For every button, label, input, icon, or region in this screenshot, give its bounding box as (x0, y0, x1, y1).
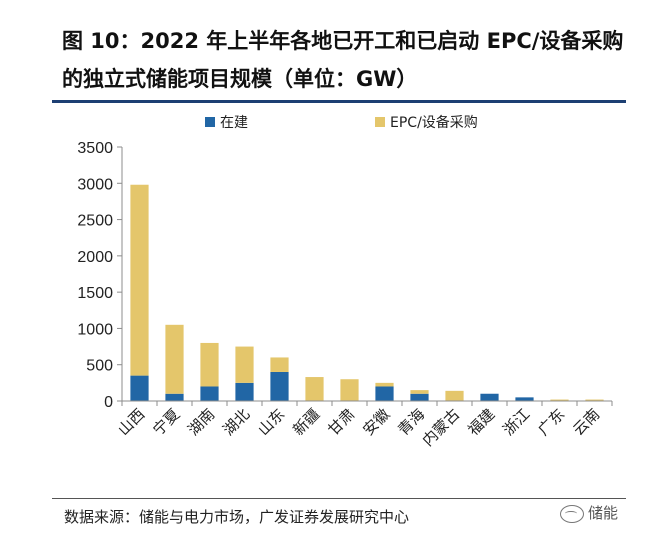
stacked-bar-chart: 在建 EPC/设备采购 0500100015002000250030003500 … (77, 114, 613, 450)
x-tick-label: 湖北 (219, 405, 253, 439)
legend-swatch-0 (205, 117, 215, 127)
wechat-icon (560, 504, 584, 523)
legend: 在建 EPC/设备采购 (205, 114, 478, 131)
bar-under-construction-2 (200, 386, 219, 401)
y-tick-label: 3000 (77, 176, 113, 193)
source-note: 数据来源：储能与电力市场，广发证券发展研究中心 (64, 508, 410, 526)
bar-under-construction-7 (375, 386, 394, 401)
legend-swatch-1 (375, 117, 385, 127)
bar-epc-0 (130, 184, 149, 376)
bar-under-construction-0 (130, 375, 149, 401)
y-tick-label: 1500 (77, 285, 113, 302)
legend-label-1: EPC/设备采购 (390, 114, 478, 131)
bar-under-construction-11 (515, 397, 534, 401)
x-tick-label: 宁夏 (149, 405, 183, 439)
bar-epc-13 (585, 399, 604, 401)
x-tick-label: 山西 (114, 405, 148, 439)
x-tick-label: 浙江 (499, 405, 533, 439)
x-tick-label: 广东 (534, 405, 568, 439)
y-tick-label: 3500 (77, 140, 113, 157)
bar-epc-2 (200, 342, 219, 387)
x-tick-label: 湖南 (184, 405, 218, 439)
bar-under-construction-4 (270, 371, 289, 401)
bar-under-construction-8 (410, 393, 429, 401)
bar-epc-4 (270, 357, 289, 372)
x-tick-label: 内蒙古 (419, 405, 464, 450)
x-tick-label: 安徽 (359, 405, 393, 439)
y-tick-label: 2000 (77, 249, 113, 266)
y-tick-label: 2500 (77, 213, 113, 230)
x-tick-label: 福建 (464, 405, 498, 439)
y-tick-label: 1000 (77, 321, 113, 338)
bar-epc-9 (445, 390, 464, 401)
bar-epc-8 (410, 390, 429, 394)
bars (130, 184, 604, 401)
bar-under-construction-3 (235, 382, 254, 401)
x-tick-label: 甘肃 (324, 405, 358, 439)
legend-label-0: 在建 (220, 115, 248, 131)
watermark-label: 储能 (588, 504, 619, 522)
bar-under-construction-1 (165, 393, 184, 401)
x-tick-label: 山东 (254, 405, 288, 439)
bar-epc-1 (165, 324, 184, 394)
bar-under-construction-10 (480, 393, 499, 401)
bar-epc-12 (550, 399, 569, 401)
y-tick-label: 0 (104, 394, 113, 411)
bar-epc-3 (235, 346, 254, 383)
source-divider (52, 498, 626, 499)
y-axis: 0 500 1000 1500 2000 2500 3000 3500 (77, 140, 123, 411)
y-tick-label: 500 (86, 358, 113, 375)
x-tick-label: 新疆 (289, 405, 323, 439)
bar-epc-5 (305, 377, 324, 401)
page-title: 图 10：2022 年上半年各地已开工和已启动 EPC/设备采购的独立式储能项目… (62, 29, 624, 91)
title-divider (52, 100, 626, 103)
x-tick-label: 云南 (569, 405, 603, 439)
bar-epc-6 (340, 379, 359, 401)
bar-epc-7 (375, 382, 394, 387)
watermark: 储能 (560, 502, 618, 523)
